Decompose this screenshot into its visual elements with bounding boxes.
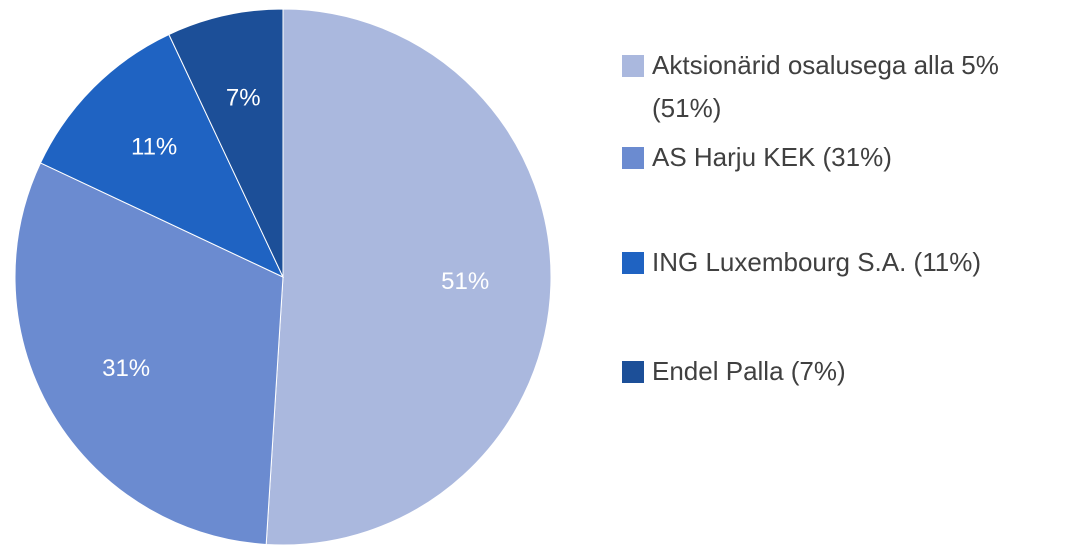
legend-item: Aktsionärid osalusega alla 5% (51%) — [622, 44, 1042, 130]
pie-area: 51% 31% 11% 7% — [14, 8, 552, 546]
data-label: 7% — [226, 84, 261, 111]
legend-swatch — [622, 147, 644, 169]
legend-label: ING Luxembourg S.A. (11%) — [652, 247, 981, 277]
legend-item: Endel Palla (7%) — [622, 350, 1042, 393]
pie-slice — [265, 8, 552, 546]
legend-swatch — [622, 361, 644, 383]
legend-swatch — [622, 55, 644, 77]
data-label: 11% — [131, 133, 177, 160]
legend-label: AS Harju KEK (31%) — [652, 142, 892, 172]
legend-item: AS Harju KEK (31%) — [622, 136, 1042, 179]
pie-slice — [39, 33, 285, 279]
data-label: 51% — [441, 268, 489, 295]
legend-label: Aktsionärid osalusega alla 5% (51%) — [652, 50, 999, 123]
pie-slice — [168, 8, 284, 278]
legend-item: ING Luxembourg S.A. (11%) — [622, 241, 1042, 284]
legend-swatch — [622, 252, 644, 274]
data-label: 31% — [102, 355, 150, 382]
legend-label: Endel Palla (7%) — [652, 356, 846, 386]
pie-slice — [14, 162, 284, 546]
